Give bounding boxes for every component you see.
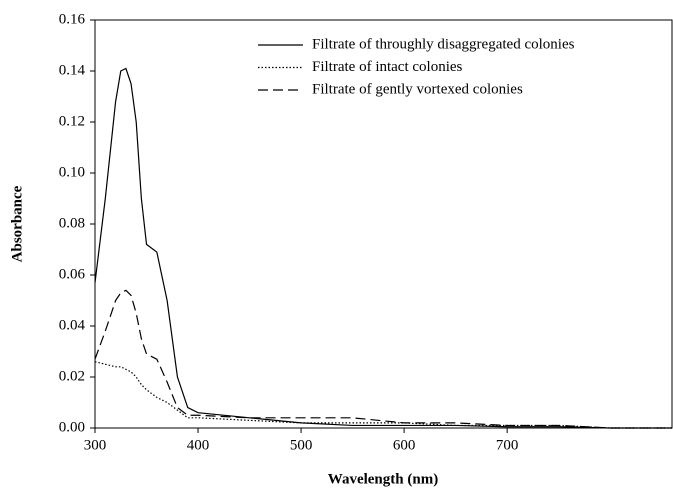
x-tick-label: 300: [84, 437, 107, 453]
legend-label: Filtrate of intact colonies: [312, 59, 463, 75]
y-tick-label: 0.06: [59, 266, 86, 282]
y-tick-label: 0.04: [59, 317, 86, 333]
x-tick-label: 500: [290, 437, 313, 453]
y-tick-label: 0.08: [59, 215, 85, 231]
x-tick-label: 400: [187, 437, 210, 453]
series-line: [94, 67, 672, 429]
y-tick-label: 0.14: [59, 62, 86, 78]
series-line: [94, 361, 672, 429]
legend-label: Filtrate of throughly disaggregated colo…: [312, 36, 575, 52]
series-line: [94, 289, 672, 429]
x-tick-label: 600: [393, 437, 416, 453]
x-axis-title: Wavelength (nm): [328, 471, 438, 487]
y-tick-label: 0.00: [59, 419, 85, 435]
y-tick-label: 0.12: [59, 113, 85, 129]
y-tick-label: 0.02: [59, 368, 85, 384]
x-tick-label: 700: [496, 437, 519, 453]
legend-label: Filtrate of gently vortexed colonies: [312, 81, 523, 97]
y-tick-label: 0.10: [59, 164, 85, 180]
y-tick-label: 0.16: [59, 11, 86, 27]
y-axis-title: Absorbance: [9, 185, 25, 262]
